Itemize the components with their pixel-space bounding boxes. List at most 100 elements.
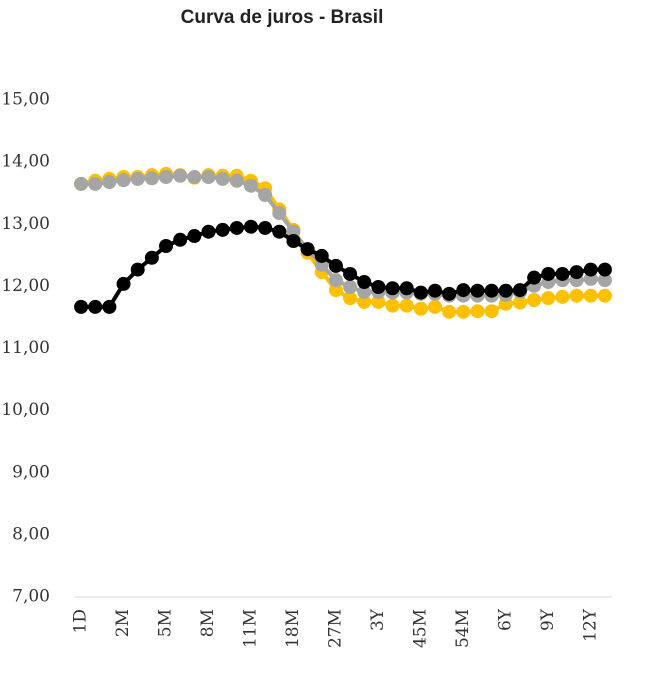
- series-marker: [442, 286, 457, 301]
- series-marker: [470, 283, 485, 298]
- series-marker: [597, 262, 612, 277]
- series-marker: [541, 291, 556, 306]
- x-tick-label: 27M: [325, 609, 345, 648]
- series-marker: [243, 178, 258, 193]
- series-marker: [215, 222, 230, 237]
- x-tick-label: 5M: [156, 609, 176, 637]
- series-marker: [413, 285, 428, 300]
- series-line: [81, 173, 606, 298]
- series-marker: [541, 266, 556, 281]
- series-marker: [130, 171, 145, 186]
- series-marker: [343, 291, 358, 306]
- series-marker: [201, 170, 216, 185]
- series-marker: [597, 288, 612, 303]
- series-marker: [88, 299, 103, 314]
- series-marker: [130, 262, 145, 277]
- x-tick-label: 1D: [71, 609, 91, 633]
- x-tick-label: 18M: [283, 609, 303, 648]
- series-marker: [286, 234, 301, 249]
- series-marker: [371, 279, 386, 294]
- series-marker: [428, 283, 443, 298]
- series-marker: [484, 283, 499, 298]
- series-marker: [201, 224, 216, 239]
- series-marker: [583, 288, 598, 303]
- series-marker: [569, 288, 584, 303]
- series-marker: [399, 298, 414, 313]
- series-marker: [357, 284, 372, 299]
- y-tick-label: 7,00: [12, 587, 50, 607]
- series-marker: [88, 176, 103, 191]
- series-marker: [343, 266, 358, 281]
- series-marker: [272, 224, 287, 239]
- series-marker: [159, 170, 174, 185]
- series-marker: [144, 171, 159, 186]
- series-marker: [272, 206, 287, 221]
- series-marker: [498, 283, 513, 298]
- series-marker: [555, 266, 570, 281]
- series-marker: [116, 173, 131, 188]
- x-tick-label: 9Y: [538, 608, 558, 631]
- x-tick-label: 3Y: [368, 608, 388, 631]
- series-marker: [385, 298, 400, 313]
- series-marker: [399, 281, 414, 296]
- y-tick-label: 11,00: [1, 338, 50, 358]
- series-marker: [527, 270, 542, 285]
- x-tick-label: 6Y: [495, 608, 515, 631]
- series-marker: [314, 248, 329, 263]
- series-marker: [229, 220, 244, 235]
- series-marker: [102, 175, 117, 190]
- series-marker: [343, 279, 358, 294]
- y-tick-label: 14,00: [1, 152, 50, 172]
- series-marker: [243, 219, 258, 234]
- series-marker: [159, 238, 174, 253]
- series-marker: [116, 276, 131, 291]
- series-marker: [569, 265, 584, 280]
- x-tick-label: 11M: [240, 609, 260, 648]
- series-marker: [597, 273, 612, 288]
- series-marker: [484, 304, 499, 319]
- y-tick-label: 10,00: [1, 400, 50, 420]
- series-marker: [442, 304, 457, 319]
- series-marker: [456, 304, 471, 319]
- series-marker: [328, 273, 343, 288]
- series-marker: [357, 294, 372, 309]
- series-marker: [357, 275, 372, 290]
- series-marker: [229, 173, 244, 188]
- y-tick-label: 8,00: [12, 524, 50, 544]
- y-tick-label: 13,00: [1, 214, 50, 234]
- series-marker: [215, 171, 230, 186]
- series-marker: [328, 258, 343, 273]
- y-tick-label: 9,00: [12, 462, 50, 482]
- series-marker: [74, 176, 89, 191]
- series-marker: [173, 168, 188, 183]
- series-marker: [428, 299, 443, 314]
- x-tick-label: 45M: [410, 609, 430, 648]
- series-marker: [583, 262, 598, 277]
- y-tick-label: 15,00: [1, 90, 50, 110]
- series-marker: [74, 299, 89, 314]
- series-marker: [371, 294, 386, 309]
- series-marker: [470, 304, 485, 319]
- series-marker: [187, 170, 202, 185]
- series-marker: [300, 242, 315, 257]
- series-marker: [413, 301, 428, 316]
- series-marker: [144, 250, 159, 265]
- series-marker: [512, 283, 527, 298]
- x-tick-label: 8M: [198, 609, 218, 637]
- y-tick-label: 12,00: [1, 276, 50, 296]
- chart-title: Curva de juros - Brasil: [181, 7, 384, 28]
- series-marker: [385, 281, 400, 296]
- x-tick-label: 12Y: [580, 608, 600, 642]
- series-marker: [102, 299, 117, 314]
- series-marker: [328, 283, 343, 298]
- x-tick-label: 2M: [113, 609, 133, 637]
- series-marker: [555, 289, 570, 304]
- series-marker: [527, 293, 542, 308]
- x-tick-label: 54M: [453, 609, 473, 648]
- series-marker: [173, 232, 188, 247]
- series-marker: [258, 220, 273, 235]
- series-marker: [258, 188, 273, 203]
- series-marker: [187, 229, 202, 244]
